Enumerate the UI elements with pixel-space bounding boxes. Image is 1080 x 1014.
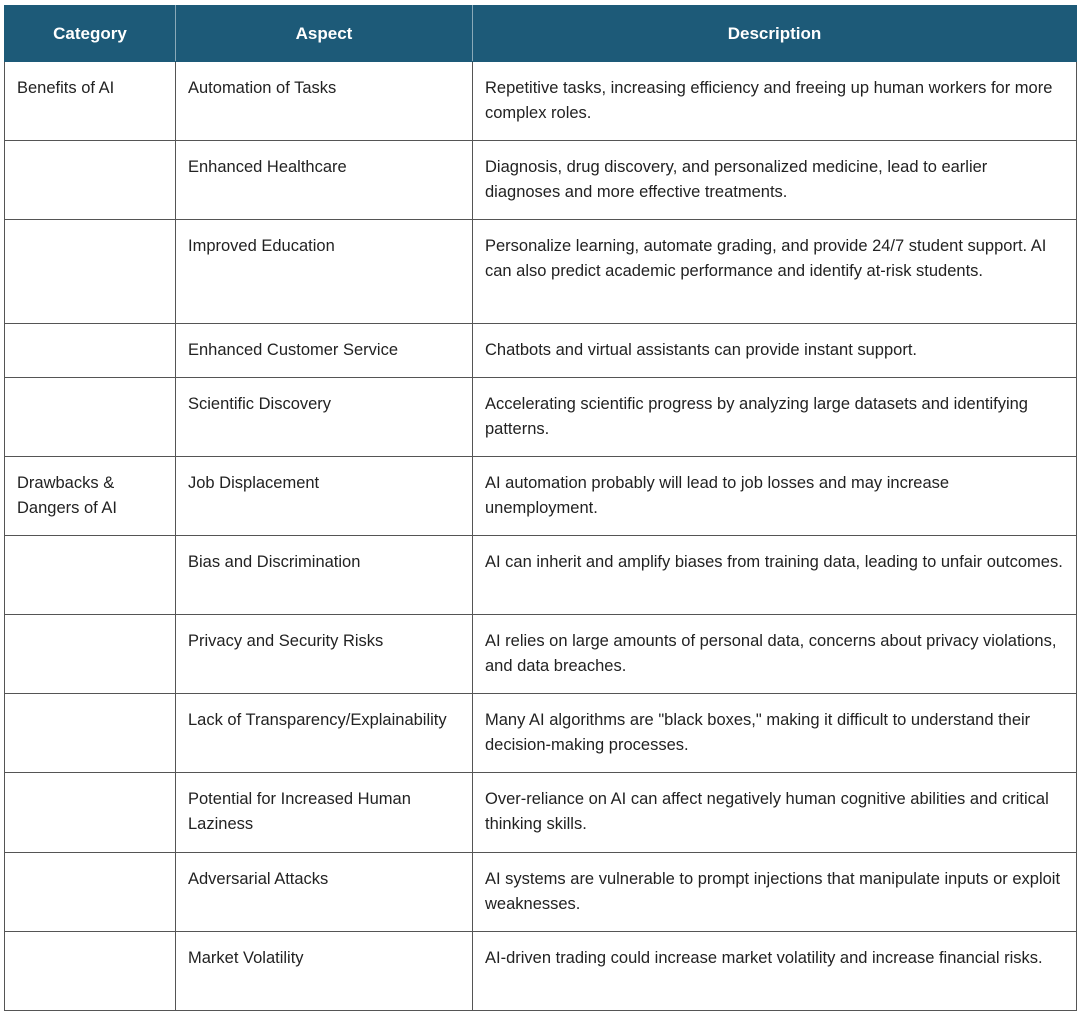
- description-cell: Chatbots and virtual assistants can prov…: [472, 323, 1077, 378]
- table-row: Improved Education Personalize learning, …: [4, 219, 1077, 324]
- aspect-cell: Enhanced Customer Service: [175, 323, 473, 378]
- aspect-cell: Scientific Discovery: [175, 377, 473, 457]
- ai-table: Category Aspect Description Benefits of …: [4, 5, 1077, 1011]
- description-cell: AI-driven trading could increase market …: [472, 931, 1077, 1011]
- category-cell: [4, 772, 176, 853]
- table-row: Bias and Discrimination AI can inherit an…: [4, 535, 1077, 615]
- header-cell: Category: [4, 5, 176, 62]
- category-cell: Drawbacks & Dangers of AI: [4, 456, 176, 536]
- description-cell: AI automation probably will lead to job …: [472, 456, 1077, 536]
- description-cell: AI systems are vulnerable to prompt inje…: [472, 852, 1077, 932]
- table-row: Adversarial Attacks AI systems are vulner…: [4, 852, 1077, 932]
- aspect-cell: Lack of Transparency/Explainability: [175, 693, 473, 773]
- description-cell: Repetitive tasks, increasing efficiency …: [472, 61, 1077, 141]
- header-row: Category Aspect Description: [4, 5, 1077, 62]
- description-cell: AI relies on large amounts of personal d…: [472, 614, 1077, 694]
- table-row: Lack of Transparency/Explainability Many …: [4, 693, 1077, 773]
- table-body: Benefits of AI Automation of Tasks Repetit…: [4, 61, 1077, 1011]
- aspect-cell: Job Displacement: [175, 456, 473, 536]
- category-cell: [4, 219, 176, 324]
- aspect-cell: Bias and Discrimination: [175, 535, 473, 615]
- table-row: Privacy and Security Risks AI relies on l…: [4, 614, 1077, 694]
- table-row: Scientific Discovery Accelerating scienti…: [4, 377, 1077, 457]
- table-row: Potential for Increased Human Laziness Ov…: [4, 772, 1077, 853]
- category-cell: [4, 535, 176, 615]
- aspect-cell: Automation of Tasks: [175, 61, 473, 141]
- table-row: Benefits of AI Automation of Tasks Repetit…: [4, 61, 1077, 141]
- description-cell: Diagnosis, drug discovery, and personali…: [472, 140, 1077, 220]
- aspect-cell: Privacy and Security Risks: [175, 614, 473, 694]
- description-cell: Accelerating scientific progress by anal…: [472, 377, 1077, 457]
- category-cell: [4, 614, 176, 694]
- category-cell: [4, 140, 176, 220]
- table-row: Enhanced Healthcare Diagnosis, drug disco…: [4, 140, 1077, 220]
- category-cell: Benefits of AI: [4, 61, 176, 141]
- category-cell: [4, 323, 176, 378]
- header-cell: Aspect: [175, 5, 473, 62]
- description-cell: Over-reliance on AI can affect negativel…: [472, 772, 1077, 853]
- aspect-cell: Adversarial Attacks: [175, 852, 473, 932]
- description-cell: Many AI algorithms are "black boxes," ma…: [472, 693, 1077, 773]
- category-cell: [4, 931, 176, 1011]
- header-cell: Description: [472, 5, 1077, 62]
- table-row: Enhanced Customer Service Chatbots and vi…: [4, 323, 1077, 378]
- category-cell: [4, 693, 176, 773]
- aspect-cell: Potential for Increased Human Laziness: [175, 772, 473, 853]
- category-cell: [4, 852, 176, 932]
- aspect-cell: Enhanced Healthcare: [175, 140, 473, 220]
- aspect-cell: Market Volatility: [175, 931, 473, 1011]
- aspect-cell: Improved Education: [175, 219, 473, 324]
- description-cell: AI can inherit and amplify biases from t…: [472, 535, 1077, 615]
- description-cell: Personalize learning, automate grading, …: [472, 219, 1077, 324]
- table-row: Drawbacks & Dangers of AI Job Displacemen…: [4, 456, 1077, 536]
- table-row: Market Volatility AI-driven trading could…: [4, 931, 1077, 1011]
- category-cell: [4, 377, 176, 457]
